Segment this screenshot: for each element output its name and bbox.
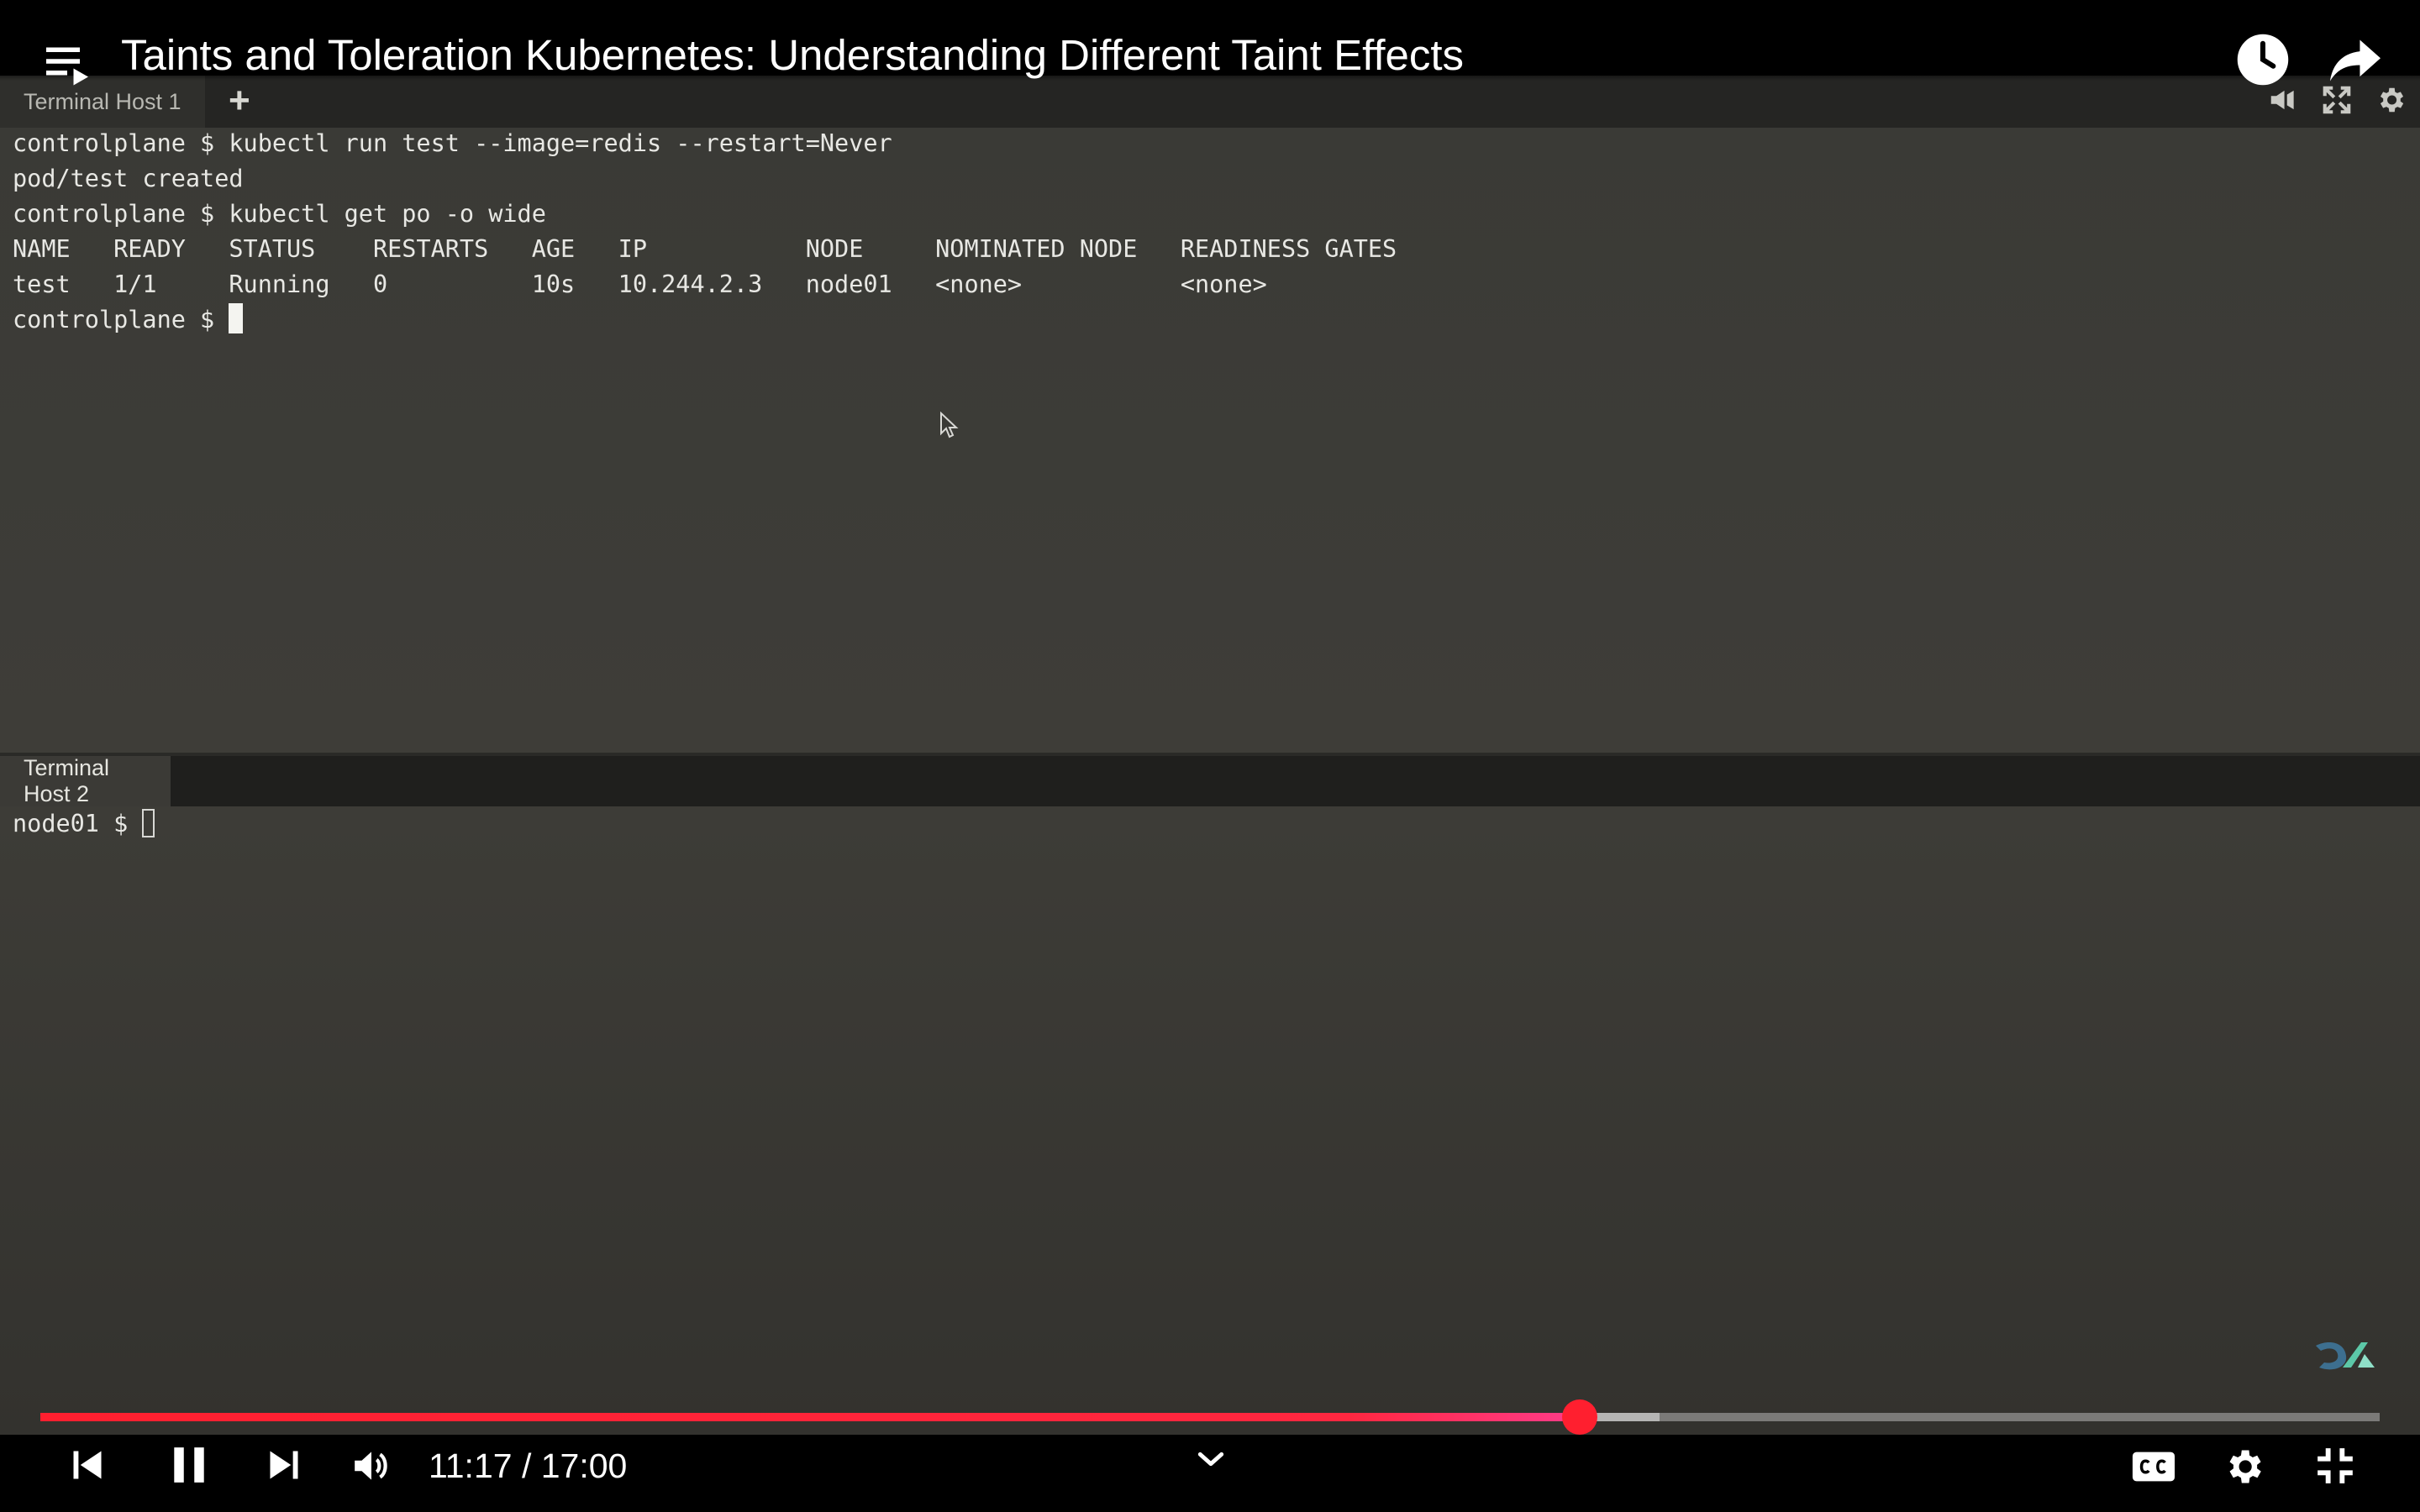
scrubber-handle[interactable]	[1561, 1399, 1597, 1435]
gear-icon[interactable]	[2375, 84, 2407, 116]
text-cursor	[142, 809, 155, 837]
channel-logo-icon	[2316, 1342, 2375, 1370]
playlist-icon[interactable]	[42, 37, 92, 87]
terminal-2-tabbar: Terminal Host 2	[0, 755, 2420, 806]
terminal-1-output[interactable]: controlplane $ kubectl run test --image=…	[13, 126, 1397, 338]
player-top-bar: Taints and Toleration Kubernetes: Unders…	[0, 0, 2420, 86]
terminal-prompt: controlplane $	[13, 306, 229, 333]
next-icon[interactable]	[266, 1446, 302, 1483]
terminal-prompt-line: controlplane $	[13, 302, 1397, 338]
exit-fullscreen-icon[interactable]	[2314, 1445, 2356, 1487]
volume-icon[interactable]	[351, 1445, 393, 1487]
progress-played	[40, 1413, 1580, 1421]
time-display: 11:17 / 17:00	[429, 1446, 628, 1485]
chevron-down-icon[interactable]	[1197, 1450, 1225, 1468]
terminal-line: NAME READY STATUS RESTARTS AGE IP NODE N…	[13, 235, 1397, 263]
controls-background	[0, 1435, 2420, 1512]
progress-bar[interactable]	[40, 1399, 2380, 1435]
terminal-line: pod/test created	[13, 165, 244, 192]
tab-terminal-host-1[interactable]: Terminal Host 1	[0, 76, 205, 128]
text-cursor	[229, 303, 244, 333]
settings-icon[interactable]	[2222, 1445, 2265, 1488]
pane-divider[interactable]	[0, 753, 2420, 756]
expand-icon[interactable]	[2321, 84, 2353, 116]
add-tab-button[interactable]: +	[229, 80, 250, 121]
previous-icon[interactable]	[69, 1446, 106, 1483]
captions-icon[interactable]	[2131, 1450, 2176, 1483]
terminal-2-output[interactable]: node01 $	[13, 806, 155, 842]
mouse-pointer-icon	[940, 412, 959, 438]
terminal-line: controlplane $ kubectl run test --image=…	[13, 129, 892, 157]
terminal-prompt: node01 $	[13, 810, 143, 837]
player-controls	[0, 1378, 2420, 1512]
tab-terminal-host-2[interactable]: Terminal Host 2	[0, 755, 171, 806]
pause-icon[interactable]	[168, 1443, 210, 1487]
video-title[interactable]: Taints and Toleration Kubernetes: Unders…	[121, 31, 1465, 79]
video-frame[interactable]: Terminal Host 1 + controlplane $ kubectl…	[0, 76, 2420, 1436]
terminal-toolbar	[2267, 84, 2407, 116]
terminal-line: test 1/1 Running 0 10s 10.244.2.3 node01…	[13, 270, 1267, 298]
terminal-1-tabbar: Terminal Host 1 +	[0, 76, 2420, 128]
share-icon[interactable]	[2328, 35, 2383, 86]
megaphone-icon[interactable]	[2267, 84, 2299, 116]
terminal-prompt-line: node01 $	[13, 806, 155, 842]
terminal-line: controlplane $ kubectl get po -o wide	[13, 200, 546, 228]
watch-later-icon[interactable]	[2235, 32, 2291, 87]
